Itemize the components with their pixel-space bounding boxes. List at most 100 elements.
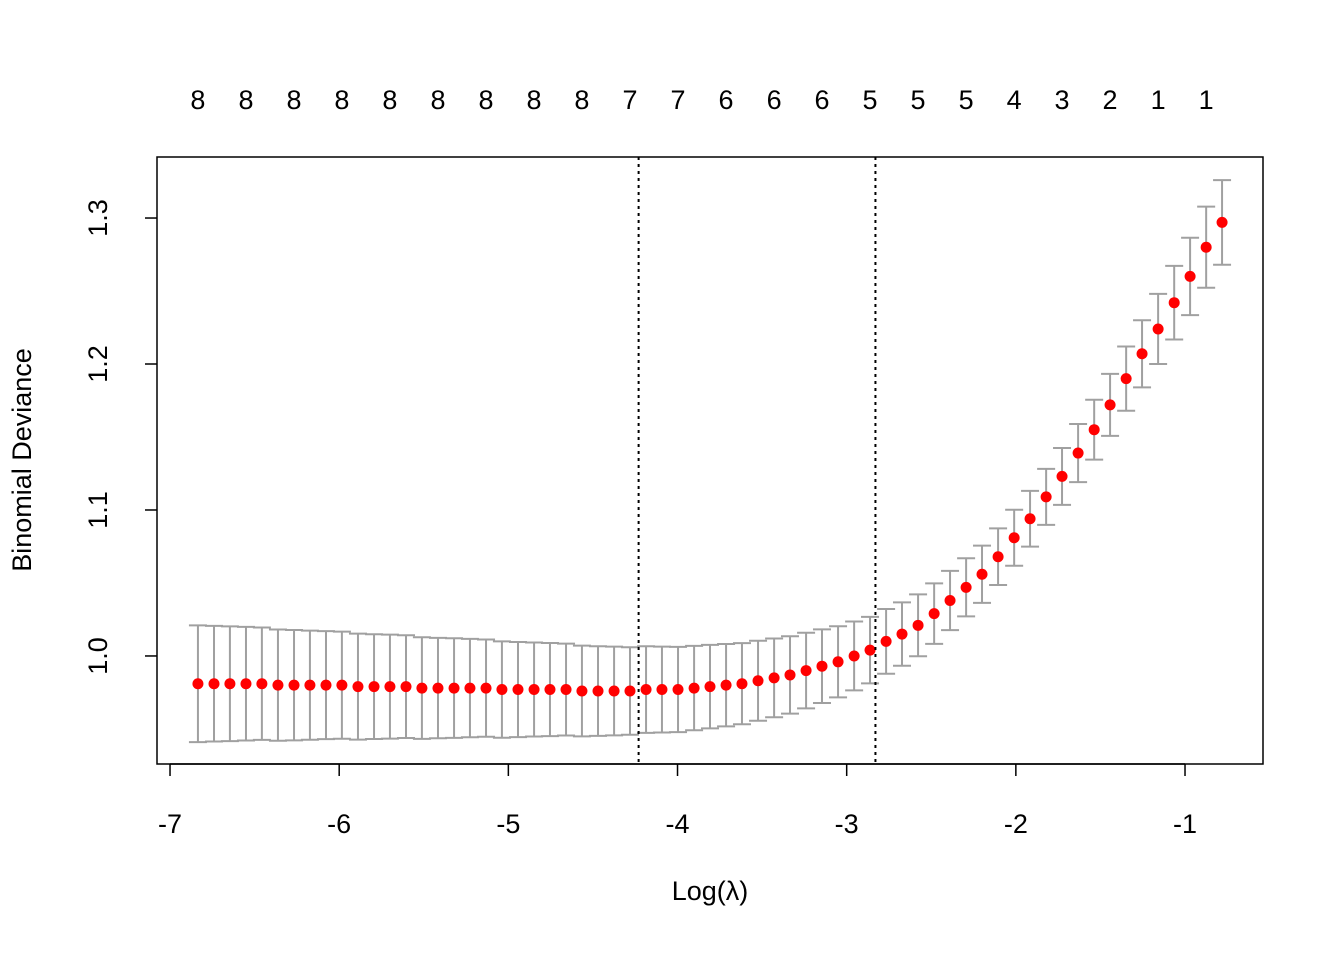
top-tick-label: 7 bbox=[671, 85, 686, 115]
point bbox=[1120, 373, 1132, 385]
point bbox=[704, 681, 716, 693]
point bbox=[256, 678, 268, 690]
y-tick-label: 1.3 bbox=[83, 199, 113, 237]
point bbox=[752, 675, 764, 687]
top-tick-label: 8 bbox=[190, 85, 205, 115]
point bbox=[1184, 270, 1196, 282]
x-tick-label: -5 bbox=[496, 809, 520, 839]
point bbox=[1024, 513, 1036, 525]
top-tick-label: 6 bbox=[767, 85, 782, 115]
x-tick-label: -1 bbox=[1173, 809, 1197, 839]
x-tick-label: -4 bbox=[666, 809, 690, 839]
point bbox=[240, 678, 252, 690]
top-tick-label: 8 bbox=[479, 85, 494, 115]
top-tick-label: 5 bbox=[911, 85, 926, 115]
y-tick-label: 1.1 bbox=[83, 491, 113, 529]
point bbox=[224, 678, 236, 690]
point bbox=[800, 665, 812, 677]
top-tick-label: 8 bbox=[334, 85, 349, 115]
point bbox=[672, 684, 684, 696]
top-tick-label: 8 bbox=[238, 85, 253, 115]
top-tick-label: 8 bbox=[574, 85, 589, 115]
top-tick-label: 6 bbox=[719, 85, 734, 115]
point bbox=[1168, 297, 1180, 309]
x-tick-label: -7 bbox=[158, 809, 182, 839]
point bbox=[192, 678, 204, 690]
point bbox=[432, 682, 444, 694]
y-axis-title: Binomial Deviance bbox=[7, 348, 37, 572]
point bbox=[784, 669, 796, 681]
point bbox=[528, 684, 540, 696]
point bbox=[416, 682, 428, 694]
point bbox=[656, 684, 668, 696]
point bbox=[480, 682, 492, 694]
point bbox=[880, 635, 892, 647]
point bbox=[288, 679, 300, 691]
top-tick-label: 1 bbox=[1151, 85, 1166, 115]
point bbox=[320, 679, 332, 691]
point bbox=[1056, 470, 1068, 482]
point bbox=[848, 650, 860, 662]
point bbox=[448, 682, 460, 694]
x-axis-title: Log(λ) bbox=[672, 876, 749, 906]
top-tick-label: 6 bbox=[814, 85, 829, 115]
point bbox=[832, 656, 844, 668]
point bbox=[576, 685, 588, 697]
x-tick-label: -2 bbox=[1004, 809, 1028, 839]
top-tick-label: 4 bbox=[1007, 85, 1022, 115]
point bbox=[1216, 216, 1228, 228]
x-tick-label: -3 bbox=[835, 809, 859, 839]
point bbox=[368, 681, 380, 693]
point bbox=[624, 685, 636, 697]
point bbox=[1136, 348, 1148, 360]
top-tick-label: 8 bbox=[430, 85, 445, 115]
point bbox=[400, 681, 412, 693]
point bbox=[976, 568, 988, 580]
top-tick-label: 3 bbox=[1055, 85, 1070, 115]
point bbox=[544, 684, 556, 696]
top-tick-label: 1 bbox=[1199, 85, 1214, 115]
top-tick-label: 7 bbox=[622, 85, 637, 115]
point bbox=[640, 684, 652, 696]
point bbox=[496, 684, 508, 696]
y-tick-label: 1.0 bbox=[83, 637, 113, 675]
top-tick-label: 8 bbox=[527, 85, 542, 115]
x-tick-label: -6 bbox=[327, 809, 351, 839]
point bbox=[1200, 241, 1212, 253]
top-tick-label: 8 bbox=[382, 85, 397, 115]
point bbox=[336, 679, 348, 691]
point bbox=[736, 678, 748, 690]
point bbox=[960, 581, 972, 593]
top-tick-label: 2 bbox=[1103, 85, 1118, 115]
point bbox=[816, 660, 828, 672]
point bbox=[1104, 399, 1116, 411]
point bbox=[768, 672, 780, 684]
point bbox=[1072, 447, 1084, 459]
point bbox=[896, 628, 908, 640]
point bbox=[928, 608, 940, 620]
point bbox=[1088, 424, 1100, 436]
point bbox=[384, 681, 396, 693]
point bbox=[208, 678, 220, 690]
point bbox=[512, 684, 524, 696]
point bbox=[352, 681, 364, 693]
point bbox=[1040, 491, 1052, 503]
point bbox=[464, 682, 476, 694]
point bbox=[1152, 323, 1164, 335]
point bbox=[1008, 532, 1020, 544]
point bbox=[560, 684, 572, 696]
y-tick-label: 1.2 bbox=[83, 345, 113, 383]
top-tick-label: 8 bbox=[287, 85, 302, 115]
point bbox=[992, 551, 1004, 563]
top-tick-label: 5 bbox=[863, 85, 878, 115]
point bbox=[912, 619, 924, 631]
point bbox=[592, 685, 604, 697]
top-tick-label: 5 bbox=[959, 85, 974, 115]
point bbox=[864, 644, 876, 656]
point bbox=[304, 679, 316, 691]
point bbox=[608, 685, 620, 697]
point bbox=[720, 679, 732, 691]
point bbox=[272, 679, 284, 691]
point bbox=[688, 682, 700, 694]
